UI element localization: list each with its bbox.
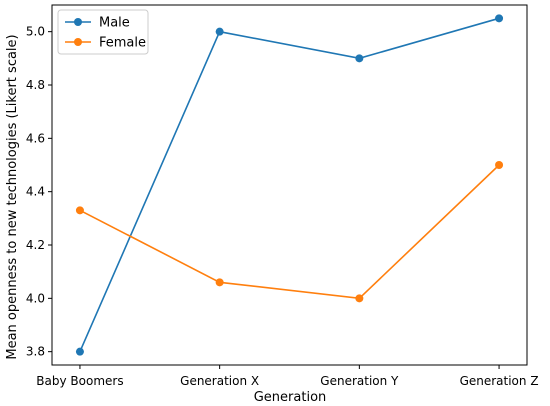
data-point-female <box>75 206 84 215</box>
x-axis: Baby Boomers Generation X Generation Y Gene… <box>36 365 539 388</box>
y-tick-label: 4.8 <box>26 78 45 92</box>
series-line-female <box>79 164 500 300</box>
x-tick-label: Baby Boomers <box>36 374 123 388</box>
series-layer <box>75 14 504 356</box>
y-axis: 3.8 4.0 4.2 4.4 4.6 4.8 5.0 <box>26 25 52 359</box>
plot-area <box>51 4 528 366</box>
y-tick-label: 4.2 <box>26 238 45 252</box>
data-point-male <box>215 27 224 36</box>
series-line-male <box>79 17 500 353</box>
legend: Male Female <box>57 9 149 55</box>
x-tick-label: Generation Y <box>320 374 399 388</box>
x-tick-label: Generation Z <box>460 374 539 388</box>
y-tick-label: 4.4 <box>26 185 45 199</box>
data-point-male <box>75 347 84 356</box>
data-point-female <box>495 161 504 169</box>
x-tick-label: Generation X <box>180 374 259 388</box>
y-tick-label: 5.0 <box>26 25 45 39</box>
data-point-male <box>355 54 364 63</box>
data-point-female <box>355 294 364 303</box>
legend-swatch-marker <box>74 38 82 46</box>
y-tick-label: 4.0 <box>26 291 45 305</box>
y-axis-label: Mean openness to new technologies (Liker… <box>5 34 20 359</box>
legend-label: Male <box>99 16 130 31</box>
data-point-male <box>495 14 504 23</box>
data-point-female <box>215 278 224 287</box>
legend-label: Female <box>99 36 146 51</box>
y-tick-label: 3.8 <box>26 345 45 359</box>
plot-frame <box>51 4 528 366</box>
x-axis-label: Generation <box>254 390 327 405</box>
y-tick-label: 4.6 <box>26 131 45 145</box>
legend-swatch-marker <box>74 18 82 26</box>
